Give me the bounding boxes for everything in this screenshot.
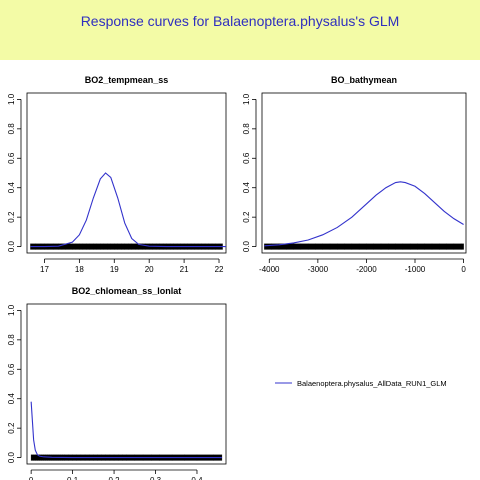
plot-box (26, 303, 227, 465)
x-tick-label: 19 (110, 265, 119, 274)
y-tick-label: 0.4 (7, 393, 16, 405)
x-axis: -4000 -3000 -2000 -1000 0 (259, 258, 466, 274)
rug (264, 243, 464, 250)
x-tick-label: 0 (29, 476, 34, 480)
panel-title: BO2_tempmean_ss (85, 75, 169, 85)
panel-tempmean: BO2_tempmean_ss 0.0 0.2 0.4 0.6 0.8 1.0 17 18 19 2… (7, 75, 227, 274)
legend-label: Balaenoptera.physalus_AllData_RUN1_GLM (297, 379, 447, 388)
plot-box (261, 92, 467, 254)
rug-band (264, 243, 464, 250)
x-tick-label: 21 (180, 265, 189, 274)
y-tick-label: 0.6 (242, 152, 251, 164)
y-tick-label: 1.0 (7, 93, 16, 105)
x-tick-label: 0.3 (150, 476, 162, 480)
page-title: Response curves for Balaenoptera.physalu… (80, 13, 400, 29)
y-tick-label: 0.8 (7, 334, 16, 346)
plot-box (26, 92, 227, 254)
y-tick-label: 0.4 (242, 182, 251, 194)
x-tick-label: 17 (40, 265, 49, 274)
x-tick-label: 0.4 (191, 476, 203, 480)
response-curve (30, 401, 222, 459)
response-curve (30, 172, 226, 248)
rug-band (30, 243, 223, 250)
y-tick-label: 0.6 (7, 363, 16, 375)
x-axis: 17 18 19 20 21 22 (40, 258, 224, 274)
legend: Balaenoptera.physalus_AllData_RUN1_GLM (275, 379, 447, 388)
x-tick-label: 18 (75, 265, 84, 274)
x-tick-label: 22 (215, 265, 224, 274)
y-tick-label: 0.6 (7, 152, 16, 164)
panel-bathymean: BO_bathymean 0.0 0.2 0.4 0.6 0.8 1.0 -4000 -3000… (242, 75, 467, 274)
x-tick-label: -1000 (405, 265, 426, 274)
x-tick-label: -3000 (308, 265, 329, 274)
y-tick-label: 0.8 (242, 123, 251, 135)
y-tick-label: 0.2 (7, 211, 16, 223)
y-tick-label: 1.0 (242, 93, 251, 105)
y-tick-label: 0.2 (7, 422, 16, 434)
x-tick-label: 0.2 (109, 476, 121, 480)
x-axis: 0 0.1 0.2 0.3 0.4 (29, 469, 203, 480)
x-tick-label: 0.1 (67, 476, 79, 480)
title-banner: Response curves for Balaenoptera.physalu… (0, 0, 480, 60)
x-tick-label: 20 (145, 265, 154, 274)
y-tick-label: 1.0 (7, 304, 16, 316)
y-axis: 0.0 0.2 0.4 0.6 0.8 1.0 (7, 93, 22, 252)
y-tick-label: 0.8 (7, 123, 16, 135)
panel-chlomean: BO2_chlomean_ss_lonlat 0.0 0.2 0.4 0.6 0.8 1.0… (7, 286, 227, 480)
x-tick-label: 0 (461, 265, 466, 274)
y-tick-label: 0.2 (242, 211, 251, 223)
x-tick-label: -2000 (356, 265, 377, 274)
response-curve (264, 181, 464, 247)
y-tick-label: 0.0 (242, 240, 251, 252)
panel-title: BO2_chlomean_ss_lonlat (72, 286, 182, 296)
y-tick-label: 0.0 (7, 451, 16, 463)
panel-title: BO_bathymean (331, 75, 397, 85)
y-axis: 0.0 0.2 0.4 0.6 0.8 1.0 (242, 93, 257, 252)
y-axis: 0.0 0.2 0.4 0.6 0.8 1.0 (7, 304, 22, 463)
y-tick-label: 0.0 (7, 240, 16, 252)
y-tick-label: 0.4 (7, 182, 16, 194)
x-tick-label: -4000 (259, 265, 280, 274)
